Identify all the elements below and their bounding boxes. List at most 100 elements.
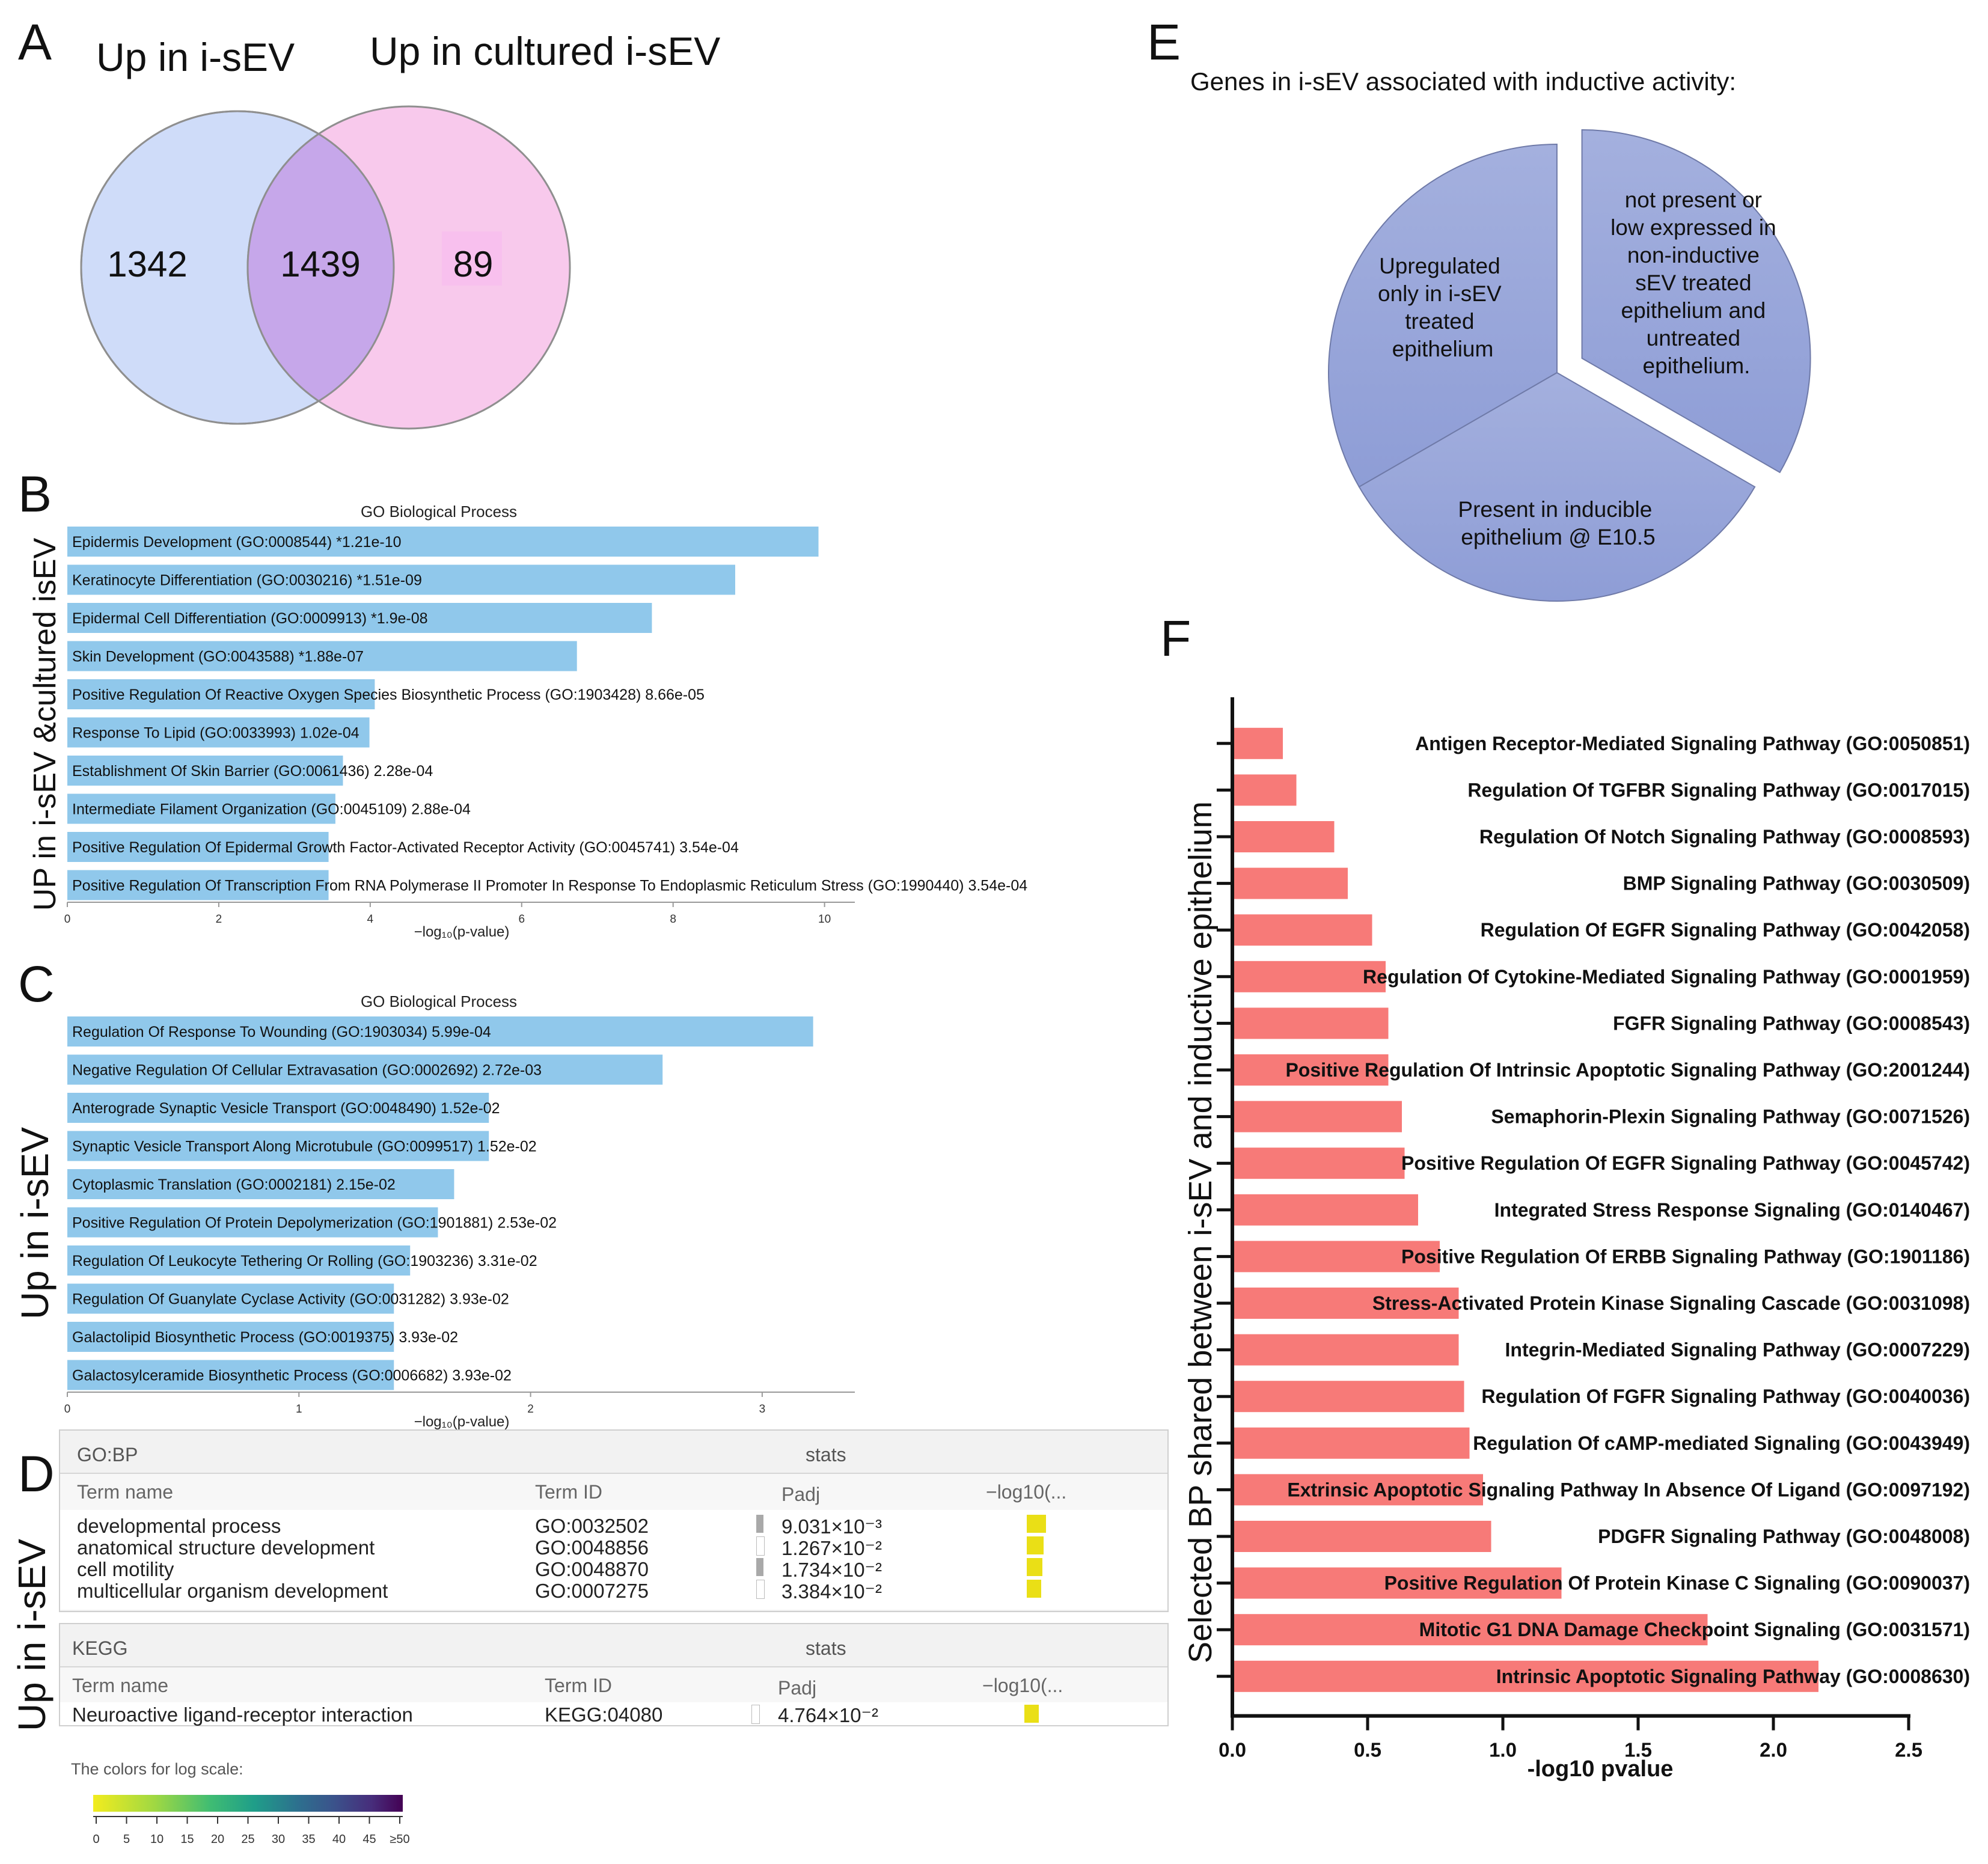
pie-label-bottom-line: epithelium @ E10.5 [1461, 525, 1655, 549]
chart-b-bar [67, 793, 335, 824]
chart-c-p-value: 3.93e-02 [450, 1291, 509, 1308]
chart-f-x-tick-label: 1.0 [1489, 1739, 1517, 1761]
chart-c: Up in i-sEV GO Biological Process Regula… [13, 992, 855, 1430]
chart-b-term-name: Positive Regulation Of Epidermal Growth … [72, 839, 679, 856]
chart-f-ylabel: Selected BP shared between i-sEV and ind… [1182, 801, 1219, 1663]
pie-slice-left [1328, 143, 1558, 488]
pie-label-left: Upregulated only in i-sEV treated epithe… [1378, 254, 1508, 361]
chart-c-term-name: Cytoplasmic Translation (GO:0002181) [72, 1176, 336, 1193]
chart-c-term-name: Negative Regulation Of Cellular Extravas… [72, 1062, 482, 1079]
chart-c-bar-label: Anterograde Synaptic Vesicle Transport (… [72, 1100, 500, 1117]
legend-tick-label: ≥50 [390, 1833, 409, 1846]
kegg-row-id: KEGG:04080 [545, 1704, 663, 1726]
chart-f-bar-label: Positive Regulation Of Protein Kinase C … [1384, 1572, 1970, 1594]
chart-c-xlabel: −log₁₀(p-value) [414, 1414, 510, 1430]
gobp-row-padj-bar [756, 1515, 763, 1533]
chart-f-x-tick-label: 0.5 [1354, 1739, 1381, 1761]
chart-b-bar [67, 679, 375, 709]
kegg-row-log-bar [1024, 1705, 1039, 1723]
chart-c-bar-label: Regulation Of Leukocyte Tethering Or Rol… [72, 1253, 537, 1270]
chart-b-bar-label: Intermediate Filament Organization (GO:0… [72, 801, 471, 818]
chart-b-p-value: *1.9e-08 [371, 610, 428, 627]
gobp-row-id: GO:0007275 [535, 1580, 649, 1602]
gobp-col-id[interactable]: Term ID [535, 1481, 602, 1503]
venn-overlap-region [246, 111, 394, 424]
chart-b-x-tick-label: 8 [670, 913, 676, 926]
chart-c-title: GO Biological Process [361, 992, 517, 1010]
chart-b-p-value: 2.28e-04 [374, 763, 433, 780]
gobp-col-term[interactable]: Term name [77, 1481, 174, 1503]
chart-b-term-name: Positive Regulation Of Reactive Oxygen S… [72, 686, 645, 703]
chart-f-bar [1234, 1567, 1562, 1599]
chart-f-bar-label: Mitotic G1 DNA Damage Checkpoint Signali… [1419, 1619, 1970, 1640]
gobp-row-log-bar [1027, 1536, 1044, 1554]
kegg-row-padj: 4.764×10⁻² [778, 1704, 878, 1726]
chart-c-p-value: 1.52e-02 [477, 1138, 537, 1155]
chart-f-bar [1234, 774, 1297, 806]
chart-b-p-value: *1.88e-07 [299, 649, 364, 665]
chart-f-bar-label: Regulation Of FGFR Signaling Pathway (GO… [1481, 1386, 1970, 1407]
kegg-col-log[interactable]: −log10(... [982, 1675, 1063, 1696]
gobp-row-term: cell motility [77, 1558, 174, 1580]
venn-left-label: Up in i-sEV [96, 35, 295, 79]
chart-c-bar-label: Galactolipid Biosynthetic Process (GO:00… [72, 1329, 458, 1346]
chart-f-bar [1234, 1147, 1405, 1179]
chart-c-p-value: 5.99e-04 [432, 1024, 491, 1040]
chart-f-bar-label: Regulation Of cAMP-mediated Signaling (G… [1473, 1432, 1970, 1454]
chart-b-p-value: 3.54e-04 [968, 878, 1027, 894]
chart-c-bar [67, 1207, 438, 1238]
kegg-col-id[interactable]: Term ID [545, 1675, 612, 1696]
chart-b-bar-label: Positive Regulation Of Transcription Fro… [72, 878, 1027, 894]
pie-label-right: not present or low expressed in non-indu… [1610, 188, 1782, 378]
gobp-col-log[interactable]: −log10(... [986, 1481, 1067, 1503]
chart-f-bar [1234, 1054, 1389, 1086]
chart-b-bar-label: Keratinocyte Differentiation (GO:0030216… [72, 572, 422, 589]
chart-f-xlabel: -log10 pvalue [1528, 1756, 1674, 1782]
chart-c-x-tick-label: 2 [527, 1403, 534, 1416]
color-legend-title: The colors for log scale: [71, 1760, 243, 1778]
chart-f-bar [1234, 1474, 1483, 1506]
chart-f-bar-label: Regulation Of Cytokine-Mediated Signalin… [1363, 966, 1970, 988]
venn-left-count: 1342 [107, 244, 187, 284]
chart-f-x-tick-label: 2.0 [1760, 1739, 1787, 1761]
pie-label-left-line: only in i-sEV [1378, 281, 1502, 306]
kegg-col-padj[interactable]: Padj [778, 1677, 817, 1699]
chart-f-bar [1234, 1334, 1459, 1366]
chart-b-p-value: *1.51e-09 [356, 572, 421, 589]
chart-f: Selected BP shared between i-sEV and ind… [1182, 697, 1970, 1782]
gobp-col-padj[interactable]: Padj [781, 1484, 821, 1505]
chart-b-x-tick-label: 10 [818, 913, 831, 926]
chart-e-pie: Genes in i-sEV associated with inductive… [1190, 67, 1811, 602]
legend-tick-label: 45 [362, 1833, 376, 1846]
chart-b-term-name: Epidermal Cell Differentiation (GO:00099… [72, 610, 371, 627]
chart-b-term-name: Skin Development (GO:0043588) [72, 649, 299, 665]
gobp-row-id: GO:0048856 [535, 1536, 649, 1559]
chart-b-p-value: 3.54e-04 [679, 839, 739, 856]
color-legend-bar [93, 1795, 403, 1812]
legend-tick-label: 25 [241, 1833, 254, 1846]
chart-f-bar [1234, 1101, 1402, 1132]
chart-c-bar [67, 1360, 394, 1390]
chart-b-x-tick-label: 6 [518, 913, 525, 926]
chart-c-p-value: 2.53e-02 [497, 1215, 557, 1232]
kegg-stats-label: stats [806, 1637, 846, 1659]
chart-b-xlabel: −log₁₀(p-value) [414, 924, 510, 940]
chart-b-bar [67, 756, 343, 786]
chart-c-bar [67, 1016, 813, 1047]
chart-c-bar-label: Galactosylceramide Biosynthetic Process … [72, 1367, 512, 1384]
panel-letter-b: B [18, 466, 52, 522]
gobp-row-term: multicellular organism development [77, 1580, 388, 1602]
venn-right-label: Up in cultured i-sEV [370, 29, 720, 73]
pie-label-bottom: Present in inducible epithelium @ E10.5 [1458, 497, 1658, 549]
pie-label-left-line: epithelium [1392, 337, 1494, 361]
gobp-results-table: GO:BP stats Term name Term ID Padj −log1… [59, 1429, 1169, 1612]
chart-f-bar [1234, 1007, 1389, 1039]
chart-f-bar [1234, 1614, 1708, 1646]
gobp-source-label: GO:BP [77, 1444, 138, 1465]
gobp-row-padj-bar [756, 1536, 765, 1556]
chart-c-x-tick-label: 3 [759, 1403, 766, 1416]
chart-c-term-name: Positive Regulation Of Protein Depolymer… [72, 1215, 497, 1232]
pie-label-right-line: epithelium and [1621, 298, 1766, 323]
chart-f-bar [1234, 1381, 1464, 1413]
kegg-col-term[interactable]: Term name [72, 1675, 169, 1696]
